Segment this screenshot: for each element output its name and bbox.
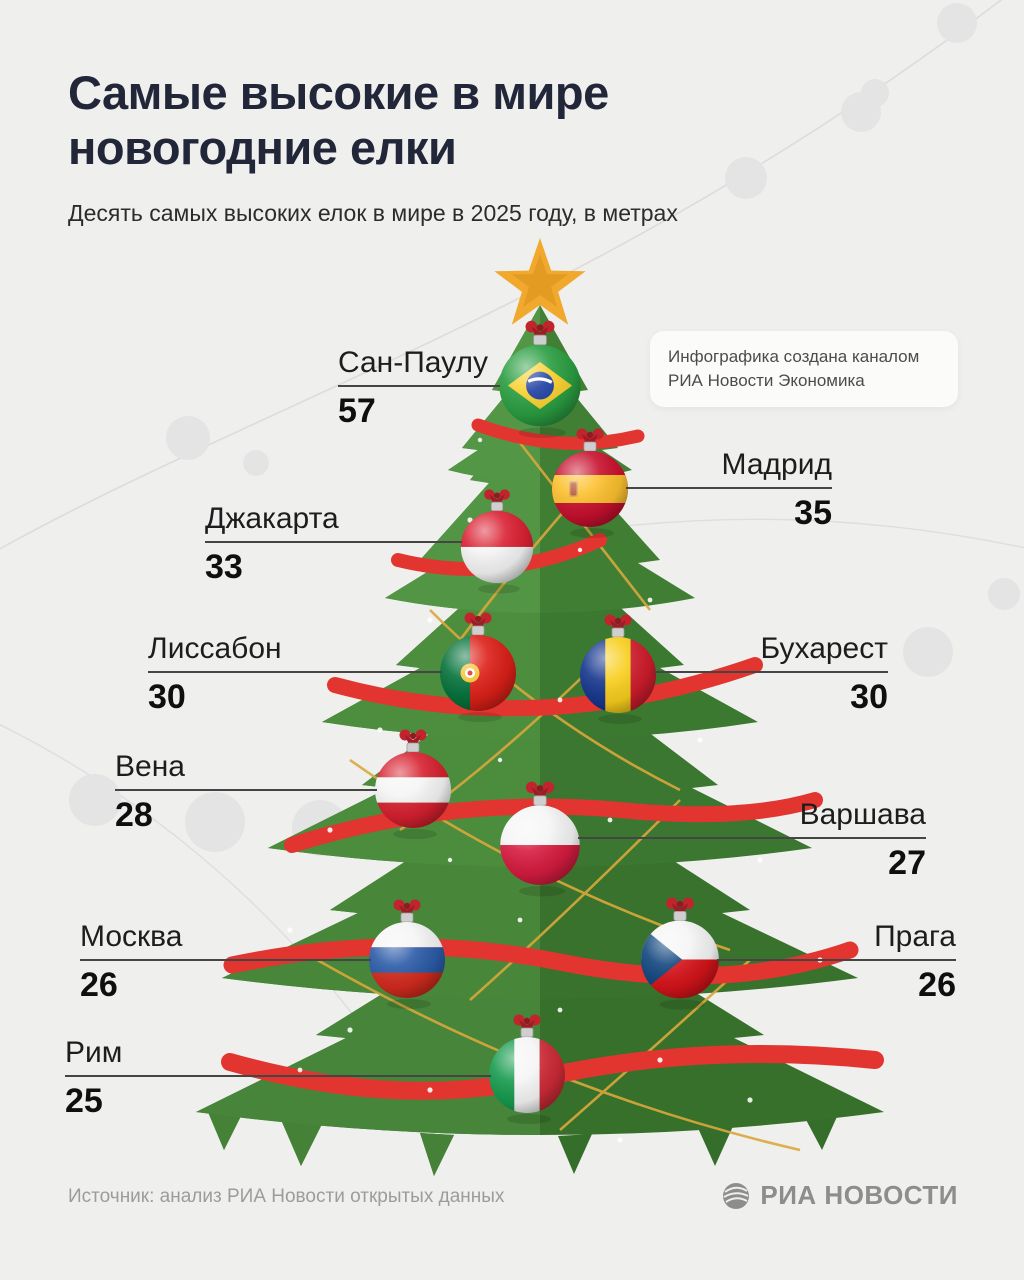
city-name: Прага (874, 920, 956, 953)
ornament-czechia-flag (637, 894, 723, 1025)
city-name: Лиссабон (148, 632, 282, 665)
city-name: Джакарта (205, 502, 339, 535)
leader-line (65, 1075, 491, 1077)
height-value: 27 (888, 844, 926, 882)
ornament-portugal-flag (436, 609, 520, 737)
leader-line (717, 959, 956, 961)
data-label-moscow: Москва 26 (80, 920, 371, 1005)
star-tree-topper-icon (494, 238, 586, 325)
height-value: 25 (65, 1082, 103, 1120)
ornament-indonesia-flag (457, 486, 537, 608)
logo-text: РИА НОВОСТИ (760, 1180, 958, 1210)
data-label-rome: Рим 25 (65, 1036, 491, 1121)
leader-line (80, 959, 371, 961)
height-value: 26 (80, 966, 118, 1004)
city-name: Вена (115, 750, 185, 783)
height-value: 33 (205, 548, 243, 586)
height-value: 30 (148, 678, 186, 716)
leader-line (654, 671, 888, 673)
credit-note-line1: Инфографика создана каналом (668, 347, 920, 366)
ornament-poland-flag (496, 778, 584, 912)
ria-novosti-logo: РИА НОВОСТИ (721, 1180, 958, 1211)
data-label-warsaw: Варшава 27 (578, 798, 926, 883)
page-subtitle: Десять самых высоких елок в мире в 2025 … (68, 200, 678, 226)
leader-line (205, 541, 462, 543)
ornament-spain-flag (548, 425, 632, 553)
ornament-brazil-flag (495, 317, 585, 454)
ornament-austria-flag (371, 726, 455, 854)
data-label-san-paulu: Сан-Паулу 57 (338, 346, 500, 431)
city-name: Москва (80, 920, 183, 953)
data-label-jakarta: Джакарта 33 (205, 502, 462, 587)
city-name: Варшава (799, 798, 926, 831)
city-name: Мадрид (721, 448, 832, 481)
data-label-prague: Прага 26 (717, 920, 956, 1005)
leader-line (626, 487, 832, 489)
ornament-romania-flag (576, 611, 660, 739)
leader-line (115, 789, 377, 791)
ornament-russia-flag (365, 896, 449, 1024)
height-value: 30 (850, 678, 888, 716)
data-label-vienna: Вена 28 (115, 750, 377, 835)
data-label-lisbon: Лиссабон 30 (148, 632, 442, 717)
ornament-italy-flag (485, 1011, 569, 1139)
height-value: 35 (794, 494, 832, 532)
city-name: Бухарест (760, 632, 889, 665)
credit-note-box: Инфографика создана каналом РИА Новости … (650, 331, 958, 407)
height-value: 28 (115, 796, 153, 834)
leader-line (338, 385, 500, 387)
leader-line (578, 837, 926, 839)
source-text: Источник: анализ РИА Новости открытых да… (68, 1186, 505, 1207)
height-value: 57 (338, 392, 376, 430)
data-label-bucharest: Бухарест 30 (654, 632, 888, 717)
credit-note-line2: РИА Новости Экономика (668, 370, 865, 390)
city-name: Рим (65, 1036, 123, 1069)
leader-line (148, 671, 442, 673)
page-title: Самые высокие в мире новогодние елки (68, 66, 609, 174)
data-label-madrid: Мадрид 35 (626, 448, 832, 533)
city-name: Сан-Паулу (338, 346, 488, 379)
height-value: 26 (918, 966, 956, 1004)
ria-globe-icon (723, 1182, 750, 1209)
